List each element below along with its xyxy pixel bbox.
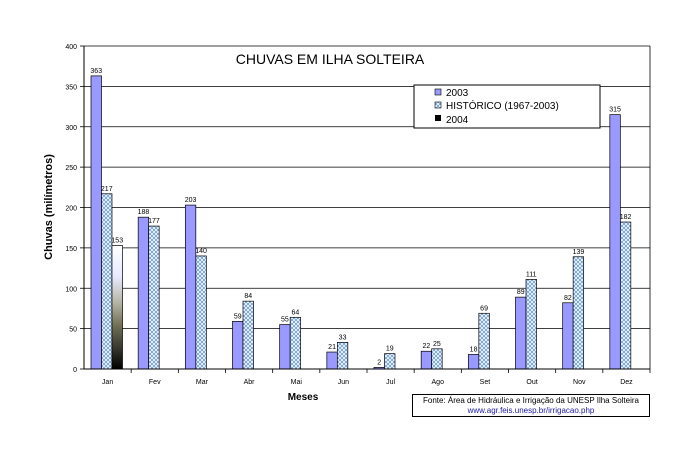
x-tick-label: Out — [526, 379, 537, 386]
legend-swatch-2004 — [435, 115, 441, 121]
legend-label-2004: 2004 — [446, 115, 469, 126]
data-label: 84 — [244, 293, 252, 300]
data-label: 25 — [433, 341, 441, 348]
bar-hist-rico-1967-2003--nov — [572, 256, 585, 370]
data-label: 69 — [480, 305, 488, 312]
data-label: 82 — [564, 295, 572, 302]
bar-2004-jan — [111, 245, 123, 370]
x-tick-label: Jun — [338, 379, 349, 386]
data-label: 140 — [195, 248, 207, 255]
data-label: 18 — [470, 346, 478, 353]
bar-2003-out — [515, 296, 527, 370]
x-tick-label: Ago — [432, 379, 445, 386]
data-label: 89 — [517, 289, 525, 296]
data-label: 139 — [573, 249, 585, 256]
source-line: Fonte: Área de Hidráulica e Irrigação da… — [423, 396, 639, 405]
bar-2003-jan — [90, 75, 102, 370]
legend: 2003 HISTÓRICO (1967-2003) 2004 — [413, 84, 601, 129]
x-tick-label: Fev — [149, 379, 161, 386]
data-label: 21 — [328, 344, 336, 351]
y-tick-label: 350 — [65, 84, 77, 91]
data-label: 2 — [377, 359, 381, 366]
y-tick-label: 0 — [73, 367, 77, 374]
y-tick-label: 100 — [65, 286, 77, 293]
x-tick-label: Jul — [386, 379, 395, 386]
bar-hist-rico-1967-2003--mai — [289, 316, 302, 370]
bar-hist-rico-1967-2003--set — [478, 312, 490, 370]
data-label: 203 — [185, 197, 197, 204]
x-tick-label: Mai — [291, 379, 303, 386]
x-tick-label: Mar — [196, 379, 209, 386]
data-label: 64 — [292, 309, 300, 316]
data-label: 188 — [138, 209, 150, 216]
x-tick-label: Set — [480, 379, 491, 386]
y-axis-title: Chuvas (milímetros) — [43, 154, 55, 260]
source-url: www.agr.feis.unesp.br/irrigacao.php — [467, 406, 595, 415]
x-tick-label: Nov — [573, 379, 586, 386]
y-tick-label: 250 — [65, 165, 77, 172]
data-label: 33 — [339, 334, 347, 341]
source-box: Fonte: Área de Hidráulica e Irrigação da… — [412, 394, 650, 417]
data-label: 111 — [526, 271, 537, 278]
data-label: 22 — [423, 343, 431, 350]
y-tick-label: 200 — [65, 206, 77, 213]
legend-swatch-2003 — [434, 88, 442, 96]
data-label: 59 — [234, 313, 242, 320]
chart-title: CHUVAS EM ILHA SOLTEIRA — [236, 51, 425, 67]
bar-2003-mar — [184, 204, 197, 370]
data-label: 19 — [386, 346, 394, 353]
bar-2003-nov — [562, 302, 574, 370]
bar-2003-fev — [137, 216, 150, 370]
bar-hist-rico-1967-2003--jan — [101, 193, 113, 370]
bar-hist-rico-1967-2003--ago — [431, 348, 443, 370]
y-tick-label: 300 — [65, 125, 77, 132]
data-label: 182 — [620, 214, 632, 221]
data-label: 177 — [148, 218, 160, 225]
bar-hist-rico-1967-2003--mar — [195, 255, 207, 370]
bar-hist-rico-1967-2003--dez — [619, 221, 632, 370]
data-label: 363 — [90, 68, 102, 75]
legend-label-historico: HISTÓRICO (1967-2003) — [446, 99, 559, 112]
data-label: 217 — [101, 186, 113, 193]
bar-hist-rico-1967-2003--out — [525, 279, 537, 370]
bar-2003-abr — [232, 321, 244, 370]
bar-2003-dez — [609, 114, 621, 370]
data-label: 55 — [281, 317, 289, 324]
legend-label-2003: 2003 — [446, 88, 469, 99]
x-axis-title: Meses — [288, 392, 319, 403]
bar-hist-rico-1967-2003--abr — [242, 300, 254, 370]
y-tick-label: 400 — [65, 44, 77, 51]
bar-2003-jun — [326, 351, 338, 370]
bar-2003-mai — [279, 324, 291, 370]
x-tick-label: Jan — [102, 379, 113, 386]
y-tick-label: 50 — [69, 327, 77, 334]
data-label: 315 — [609, 107, 621, 114]
legend-box — [413, 84, 601, 129]
legend-swatch-historico — [434, 101, 442, 109]
bar-2003-set — [467, 354, 480, 370]
bar-hist-rico-1967-2003--fev — [148, 225, 160, 370]
x-tick-label: Abr — [244, 379, 256, 386]
bar-hist-rico-1967-2003--jul — [384, 353, 396, 370]
bar-hist-rico-1967-2003--jun — [336, 342, 349, 370]
y-tick-label: 150 — [65, 246, 77, 253]
bar-2003-ago — [420, 350, 433, 370]
data-label: 153 — [111, 237, 123, 244]
x-tick-label: Dez — [620, 379, 633, 386]
